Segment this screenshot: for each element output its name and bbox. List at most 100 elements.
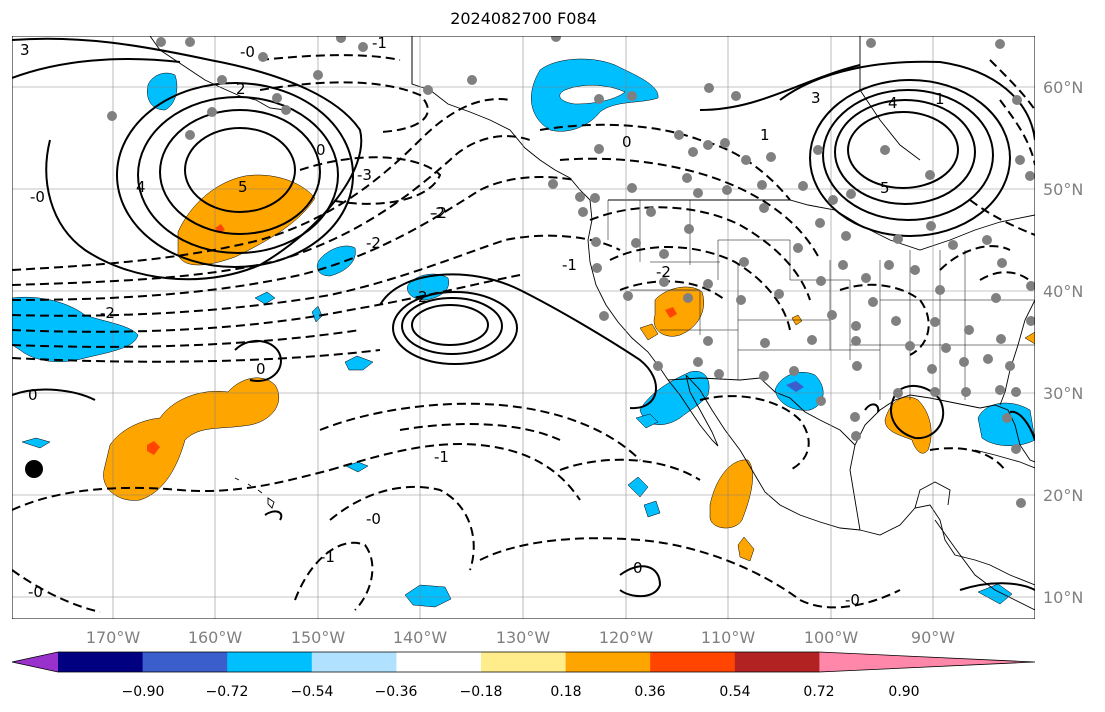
lon-label: 100°W xyxy=(804,628,859,647)
colorbar-outline xyxy=(11,651,1036,673)
shade-orange-mexico xyxy=(709,459,753,529)
contour-label: -1 xyxy=(434,448,449,466)
colorbar-tick-labels: −0.90 −0.72 −0.54 −0.36 −0.18 0.18 0.36 … xyxy=(122,684,920,700)
map-title: 2024082700 F084 xyxy=(450,9,597,28)
colorbar-segment xyxy=(565,652,651,672)
colorbar-tick-label: 0.54 xyxy=(719,684,750,700)
contour-label: 4 xyxy=(136,178,146,196)
station-dots xyxy=(107,36,1035,508)
east-coast xyxy=(999,299,1035,406)
lat-label: 20°N xyxy=(1043,486,1083,505)
hawaii xyxy=(234,477,275,509)
colorbar-tick-label: −0.18 xyxy=(460,684,503,700)
lat-label: 10°N xyxy=(1043,588,1083,607)
central-america xyxy=(934,519,1035,611)
colorbar-tick-label: −0.36 xyxy=(375,684,418,700)
contour-label: -0 xyxy=(845,591,860,609)
colorbar-segment xyxy=(142,652,228,672)
lon-label: 140°W xyxy=(393,628,448,647)
lon-label: 170°W xyxy=(86,628,141,647)
lon-label: 150°W xyxy=(291,628,346,647)
shade-blue-pac1 xyxy=(316,245,356,277)
shade-red-california xyxy=(665,307,677,318)
colorbar-extend-high xyxy=(819,652,1035,672)
contour-label: -0 xyxy=(28,583,43,601)
contour-label: 5 xyxy=(238,178,248,196)
cuba xyxy=(974,449,1035,469)
us-mexico-border xyxy=(667,377,856,446)
lat-label: 40°N xyxy=(1043,282,1083,301)
colorbar-tick-label: 0.90 xyxy=(888,684,919,700)
lon-label: 90°W xyxy=(911,628,955,647)
contour-label: 2 xyxy=(418,288,428,306)
gridlines xyxy=(12,36,1035,619)
contour-label: -2 xyxy=(432,204,447,222)
contour-label-group: -0 -1 -2 -3 2 4 5 0 -0 3 -2 -2 -1 -2 2 0… xyxy=(20,34,945,609)
texas-coast xyxy=(849,394,981,531)
contour-label: 3 xyxy=(811,89,821,107)
mexico-west xyxy=(685,374,861,531)
contour-label: 4 xyxy=(888,94,898,112)
colorbar-tick-label: −0.72 xyxy=(206,684,249,700)
florida xyxy=(979,404,1035,463)
contour-label: -1 xyxy=(562,256,577,274)
contour-label: 1 xyxy=(760,126,770,144)
contour-label: -2 xyxy=(656,263,671,281)
colorbar-segment xyxy=(734,652,820,672)
colorbar-tick-label: 0.72 xyxy=(803,684,834,700)
colorbar-segment xyxy=(650,652,736,672)
canada-border xyxy=(608,199,1035,251)
colorbar-segment xyxy=(58,652,144,672)
lat-label: 30°N xyxy=(1043,384,1083,403)
shade-blue-fl xyxy=(977,402,1035,446)
contour-label: 2 xyxy=(236,80,246,98)
contour-label: -1 xyxy=(372,34,387,52)
lon-label: 120°W xyxy=(599,628,654,647)
colorbar-tick-label: 0.36 xyxy=(634,684,665,700)
black-marker xyxy=(25,460,43,478)
contour-label: -0 xyxy=(30,188,45,206)
contour-label: -0 xyxy=(240,43,255,61)
contour-label: 0 xyxy=(256,360,266,378)
contours-negative xyxy=(12,54,1035,613)
colorbar-segment xyxy=(396,652,482,672)
contour-label: -2 xyxy=(100,304,115,322)
contour-label: -2 xyxy=(430,204,445,222)
lat-axis-labels: 60°N 50°N 40°N 30°N 20°N 10°N xyxy=(1043,78,1083,607)
contours-positive xyxy=(12,37,1035,598)
colorbar-segment xyxy=(227,652,313,672)
map-panel: -0 -1 -2 -3 2 4 5 0 -0 3 -2 -2 -1 -2 2 0… xyxy=(12,34,1035,619)
contour-label: -2 xyxy=(366,234,381,252)
contour-label: 1 xyxy=(935,90,945,108)
contour-label: -1 xyxy=(320,548,335,566)
baja xyxy=(667,374,719,447)
colorbar-tick-label: 0.18 xyxy=(550,684,581,700)
contour-label: -3 xyxy=(357,166,372,184)
contour-label: 3 xyxy=(20,41,30,59)
shade-blue-baja xyxy=(639,370,710,425)
shade-orange-gulfmex xyxy=(884,396,932,454)
shade-orange-central xyxy=(103,377,280,501)
contour-label: 5 xyxy=(880,179,890,197)
lon-label: 110°W xyxy=(701,628,756,647)
colorbar-tick-label: −0.54 xyxy=(291,684,334,700)
lat-label: 60°N xyxy=(1043,78,1083,97)
contour-label: 0 xyxy=(316,141,326,159)
lat-label: 50°N xyxy=(1043,180,1083,199)
lon-label: 160°W xyxy=(188,628,243,647)
colorbar-extend-low xyxy=(12,652,58,672)
colorbar xyxy=(11,651,1036,673)
contour-label: 0 xyxy=(622,133,632,151)
lon-axis-labels: 170°W 160°W 150°W 140°W 130°W 120°W 110°… xyxy=(86,628,955,647)
contour-label: 0 xyxy=(633,559,643,577)
shade-red-central xyxy=(147,441,160,455)
colorbar-segment xyxy=(481,652,567,672)
contour-label: 0 xyxy=(28,386,38,404)
colorbar-segment xyxy=(311,652,397,672)
lon-label: 130°W xyxy=(496,628,551,647)
contour-label: -0 xyxy=(366,510,381,528)
colorbar-tick-label: −0.90 xyxy=(122,684,165,700)
west-coast xyxy=(587,199,669,381)
hudson xyxy=(859,36,921,161)
